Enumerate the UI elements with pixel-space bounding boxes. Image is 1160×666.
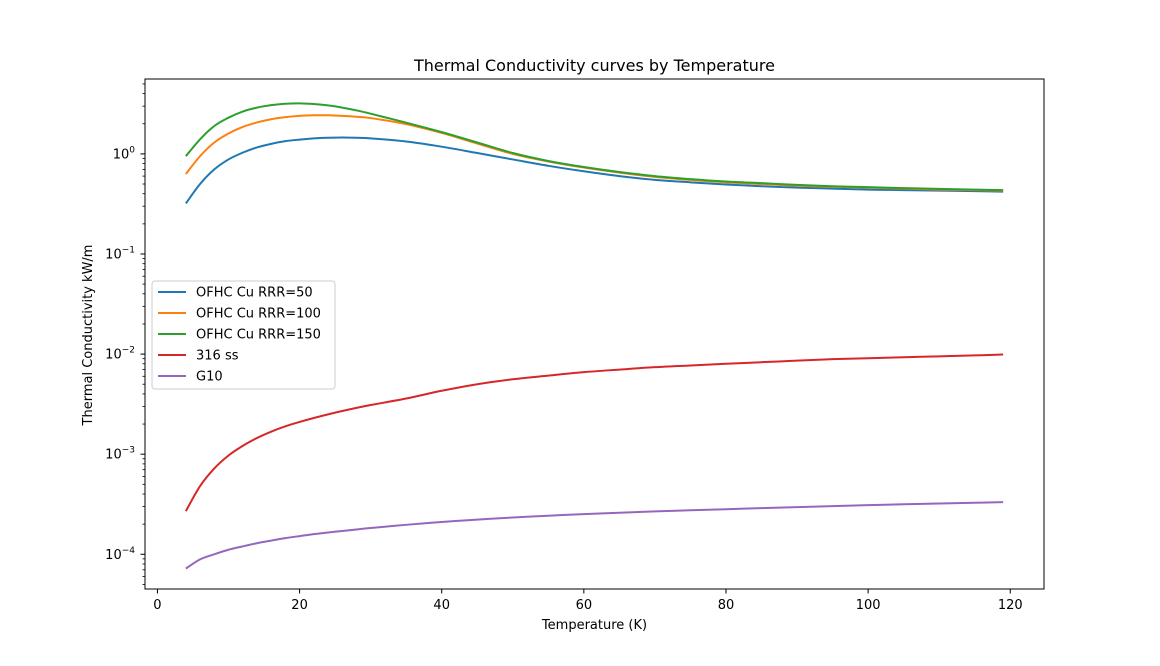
series-line-3	[185, 102, 1004, 192]
legend-label-3: OFHC Cu RRR=150	[196, 328, 321, 343]
x-axis-ticks: 0 20 40 60 80 100 120	[153, 589, 1023, 613]
y-tick-label: 10−1	[105, 245, 135, 262]
x-tick-label: 100	[856, 598, 881, 613]
y-tick-label: 10−4	[105, 546, 135, 563]
series-layer	[184, 102, 1004, 570]
y-axis-ticks: 10−4 10−3 10−2 10−1 100	[105, 83, 145, 585]
legend-box	[151, 280, 336, 390]
legend-label-4: 316 ss	[196, 349, 239, 364]
series-line-1	[185, 136, 1004, 205]
chart-title: Thermal Conductivity curves by Temperatu…	[413, 56, 775, 75]
series-line-4	[184, 353, 1004, 512]
plot-frame	[144, 78, 1045, 590]
x-tick-label: 20	[291, 598, 308, 613]
series-line-5	[185, 501, 1004, 570]
legend: OFHC Cu RRR=50 OFHC Cu RRR=100 OFHC Cu RRR…	[151, 280, 336, 390]
x-tick-label: 80	[718, 598, 735, 613]
legend-label-5: G10	[196, 370, 223, 385]
x-tick-label: 60	[576, 598, 593, 613]
x-axis-label: Temperature (K)	[541, 618, 647, 633]
legend-label-1: OFHC Cu RRR=50	[196, 286, 313, 301]
x-tick-label: 0	[153, 598, 161, 613]
legend-label-2: OFHC Cu RRR=100	[196, 307, 321, 322]
y-axis-label: Thermal Conductivity kW/m	[81, 245, 96, 427]
y-tick-label: 10−3	[105, 446, 135, 463]
x-tick-label: 40	[433, 598, 450, 613]
y-tick-label: 10−2	[105, 346, 135, 363]
series-line-2	[185, 114, 1004, 192]
x-tick-label: 120	[998, 598, 1023, 613]
y-tick-label: 100	[113, 145, 136, 162]
